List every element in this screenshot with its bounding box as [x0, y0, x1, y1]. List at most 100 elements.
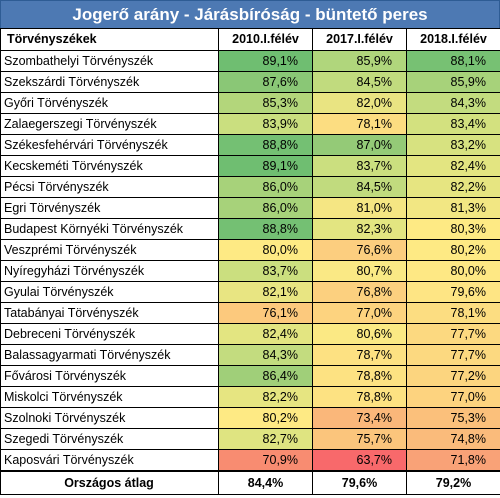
- value-2018: 82,4%: [406, 155, 500, 177]
- court-name: Egri Törvényszék: [0, 197, 219, 219]
- value-2010: 80,2%: [218, 407, 313, 429]
- header-2018: 2018.I.félév: [406, 28, 500, 51]
- court-name: Szegedi Törvényszék: [0, 428, 219, 450]
- table-title: Jogerő arány - Járásbíróság - büntető pe…: [0, 0, 500, 29]
- value-2018: 83,2%: [406, 134, 500, 156]
- table-row: Kecskeméti Törvényszék 89,1% 83,7% 82,4%: [0, 155, 500, 177]
- value-2017: 78,7%: [312, 344, 407, 366]
- value-2010: 83,9%: [218, 113, 313, 135]
- value-2018: 78,1%: [406, 302, 500, 324]
- value-2018: 80,3%: [406, 218, 500, 240]
- table-row: Miskolci Törvényszék 82,2% 78,8% 77,0%: [0, 386, 500, 408]
- header-row: Törvényszékek 2010.I.félév 2017.I.félév …: [0, 28, 500, 51]
- value-2018: 81,3%: [406, 197, 500, 219]
- court-name: Győri Törvényszék: [0, 92, 219, 114]
- court-name: Kecskeméti Törvényszék: [0, 155, 219, 177]
- table-row: Veszprémi Törvényszék 80,0% 76,6% 80,2%: [0, 239, 500, 261]
- value-2010: 89,1%: [218, 50, 313, 72]
- value-2017: 83,7%: [312, 155, 407, 177]
- court-name: Szombathelyi Törvényszék: [0, 50, 219, 72]
- value-2018: 85,9%: [406, 71, 500, 93]
- value-2017: 84,5%: [312, 176, 407, 198]
- court-name: Veszprémi Törvényszék: [0, 239, 219, 261]
- value-2017: 77,0%: [312, 302, 407, 324]
- value-2010: 82,7%: [218, 428, 313, 450]
- value-2018: 77,0%: [406, 386, 500, 408]
- value-2017: 85,9%: [312, 50, 407, 72]
- court-name: Tatabányai Törvényszék: [0, 302, 219, 324]
- value-2010: 70,9%: [218, 449, 313, 472]
- table-row: Egri Törvényszék 86,0% 81,0% 81,3%: [0, 197, 500, 219]
- table-row: Tatabányai Törvényszék 76,1% 77,0% 78,1%: [0, 302, 500, 324]
- court-name: Székesfehérvári Törvényszék: [0, 134, 219, 156]
- footer-value-2017: 79,6%: [312, 470, 407, 495]
- value-2017: 78,8%: [312, 386, 407, 408]
- value-2018: 77,2%: [406, 365, 500, 387]
- value-2010: 86,0%: [218, 176, 313, 198]
- footer-value-2010: 84,4%: [218, 470, 313, 495]
- table-row: Nyíregyházi Törvényszék 83,7% 80,7% 80,0%: [0, 260, 500, 282]
- court-name: Miskolci Törvényszék: [0, 386, 219, 408]
- table-body: Szombathelyi Törvényszék 89,1% 85,9% 88,1% S…: [0, 50, 500, 472]
- court-name: Fővárosi Törvényszék: [0, 365, 219, 387]
- value-2010: 88,8%: [218, 218, 313, 240]
- value-2017: 73,4%: [312, 407, 407, 429]
- court-name: Zalaegerszegi Törvényszék: [0, 113, 219, 135]
- court-name: Szolnoki Törvényszék: [0, 407, 219, 429]
- table-row: Balassagyarmati Törvényszék 84,3% 78,7% 77,…: [0, 344, 500, 366]
- value-2018: 71,8%: [406, 449, 500, 472]
- value-2018: 75,3%: [406, 407, 500, 429]
- value-2018: 77,7%: [406, 323, 500, 345]
- table-row: Debreceni Törvényszék 82,4% 80,6% 77,7%: [0, 323, 500, 345]
- value-2018: 80,0%: [406, 260, 500, 282]
- value-2018: 80,2%: [406, 239, 500, 261]
- table-row: Budapest Környéki Törvényszék 88,8% 82,3% 8…: [0, 218, 500, 240]
- value-2017: 63,7%: [312, 449, 407, 472]
- table-row: Gyulai Törvényszék 82,1% 76,8% 79,6%: [0, 281, 500, 303]
- header-2017: 2017.I.félév: [312, 28, 407, 51]
- court-name: Kaposvári Törvényszék: [0, 449, 219, 472]
- value-2017: 76,6%: [312, 239, 407, 261]
- value-2010: 87,6%: [218, 71, 313, 93]
- value-2017: 82,3%: [312, 218, 407, 240]
- table-row: Szegedi Törvényszék 82,7% 75,7% 74,8%: [0, 428, 500, 450]
- value-2018: 88,1%: [406, 50, 500, 72]
- table-row: Pécsi Törvényszék 86,0% 84,5% 82,2%: [0, 176, 500, 198]
- table-row: Szombathelyi Törvényszék 89,1% 85,9% 88,1%: [0, 50, 500, 72]
- footer-label: Országos átlag: [0, 470, 219, 495]
- table-row: Fővárosi Törvényszék 86,4% 78,8% 77,2%: [0, 365, 500, 387]
- value-2018: 82,2%: [406, 176, 500, 198]
- header-2010: 2010.I.félév: [218, 28, 313, 51]
- footer-row: Országos átlag 84,4% 79,6% 79,2%: [0, 470, 500, 495]
- table-row: Szekszárdi Törvényszék 87,6% 84,5% 85,9%: [0, 71, 500, 93]
- value-2018: 79,6%: [406, 281, 500, 303]
- value-2017: 84,5%: [312, 71, 407, 93]
- value-2018: 83,4%: [406, 113, 500, 135]
- value-2010: 89,1%: [218, 155, 313, 177]
- table-row: Zalaegerszegi Törvényszék 83,9% 78,1% 83,4%: [0, 113, 500, 135]
- data-table: Törvényszékek 2010.I.félév 2017.I.félév …: [0, 28, 500, 495]
- value-2010: 86,4%: [218, 365, 313, 387]
- court-name: Gyulai Törvényszék: [0, 281, 219, 303]
- value-2010: 86,0%: [218, 197, 313, 219]
- footer-value-2018: 79,2%: [406, 470, 500, 495]
- value-2010: 85,3%: [218, 92, 313, 114]
- value-2010: 84,3%: [218, 344, 313, 366]
- court-name: Nyíregyházi Törvényszék: [0, 260, 219, 282]
- value-2010: 82,1%: [218, 281, 313, 303]
- value-2010: 82,2%: [218, 386, 313, 408]
- value-2017: 82,0%: [312, 92, 407, 114]
- value-2018: 77,7%: [406, 344, 500, 366]
- value-2017: 80,7%: [312, 260, 407, 282]
- table-row: Szolnoki Törvényszék 80,2% 73,4% 75,3%: [0, 407, 500, 429]
- value-2010: 80,0%: [218, 239, 313, 261]
- value-2017: 87,0%: [312, 134, 407, 156]
- value-2017: 76,8%: [312, 281, 407, 303]
- value-2017: 78,1%: [312, 113, 407, 135]
- value-2010: 83,7%: [218, 260, 313, 282]
- court-name: Szekszárdi Törvényszék: [0, 71, 219, 93]
- header-court: Törvényszékek: [0, 28, 219, 51]
- value-2017: 80,6%: [312, 323, 407, 345]
- value-2017: 75,7%: [312, 428, 407, 450]
